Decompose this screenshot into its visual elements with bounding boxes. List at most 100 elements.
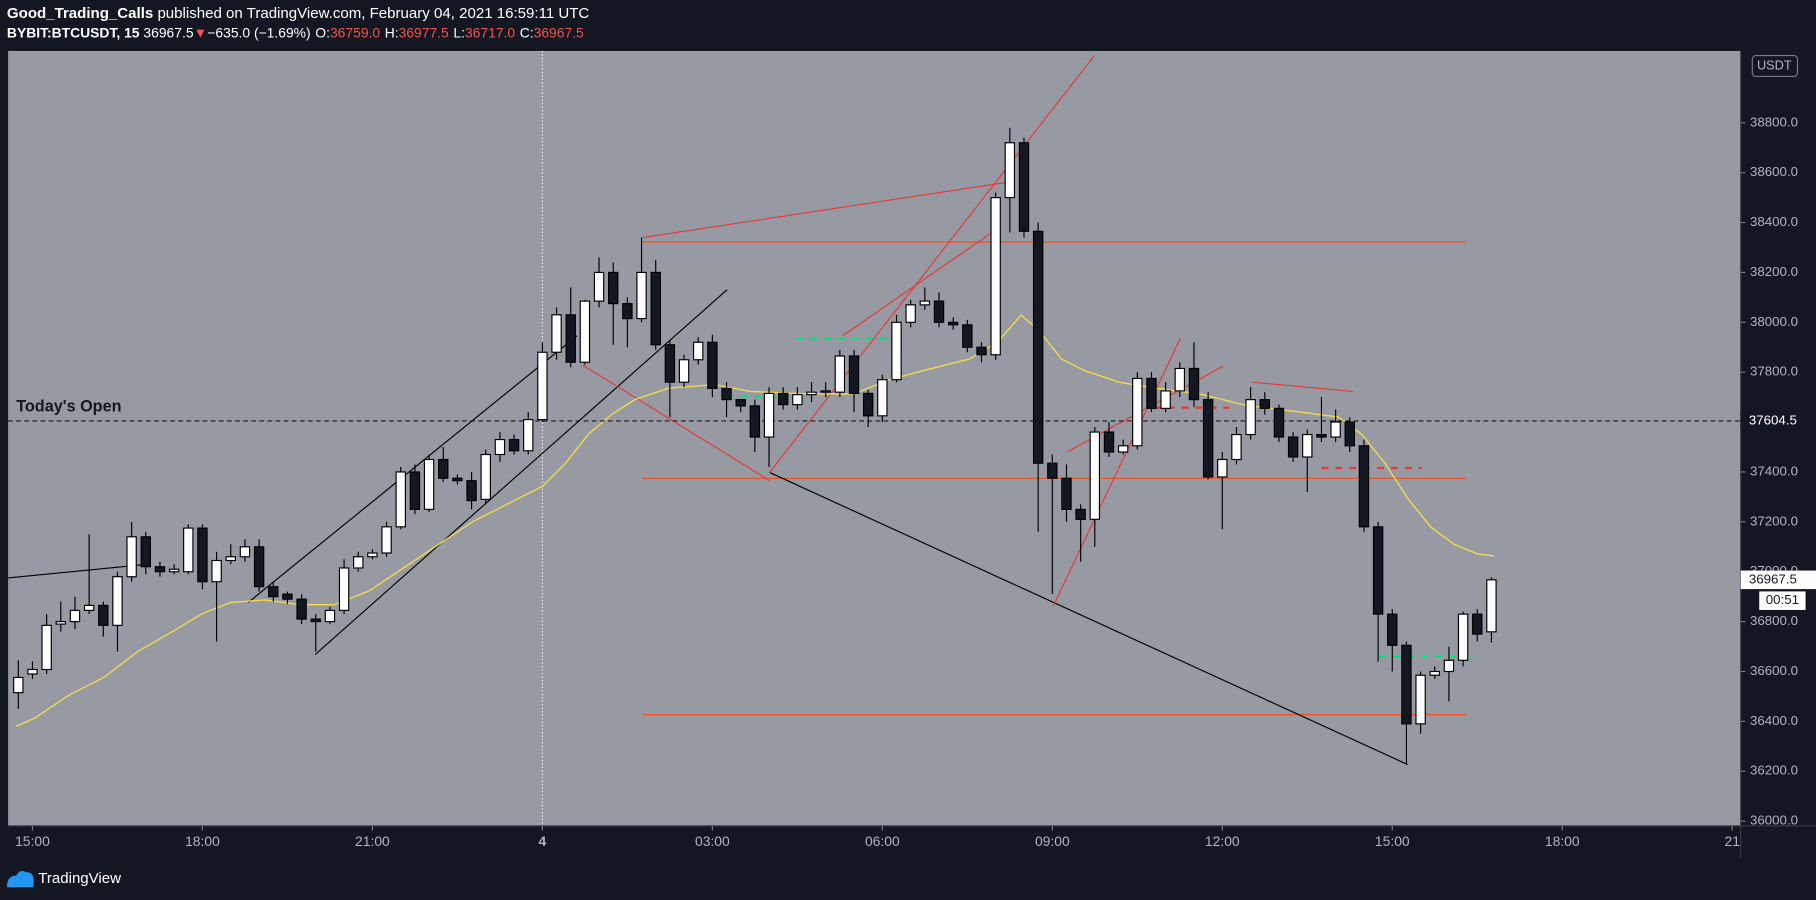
- candle-body: [749, 405, 761, 438]
- candle-body: [664, 344, 676, 383]
- candle-body: [367, 552, 378, 558]
- candle-body: [593, 271, 605, 302]
- candle-body: [98, 604, 109, 626]
- candle-body: [636, 271, 647, 320]
- x-tick-label: 15:00: [15, 833, 50, 849]
- candle-body: [239, 546, 251, 558]
- ohlc-label: L:: [453, 24, 465, 40]
- y-tick-label: 37800.0: [1750, 364, 1798, 379]
- trend-line: [1052, 338, 1181, 607]
- candle-body: [126, 536, 137, 578]
- countdown: 00:51: [1766, 592, 1799, 607]
- y-tick-label: 38400.0: [1750, 214, 1798, 229]
- candle-body: [735, 399, 746, 407]
- plot: [8, 50, 1741, 826]
- y-tick-label: 37400.0: [1750, 463, 1798, 478]
- candle-body: [27, 668, 38, 675]
- y-tick-label: 38600.0: [1750, 164, 1798, 179]
- candle-body: [990, 197, 1001, 356]
- candle-body: [1061, 477, 1072, 510]
- candle-body: [1231, 433, 1242, 461]
- y-tick-label: 36200.0: [1750, 763, 1798, 778]
- candle-body: [862, 392, 874, 417]
- candle-body: [692, 341, 704, 361]
- candle-body: [777, 392, 789, 406]
- candle-body: [1132, 377, 1143, 447]
- ohlc-label: O:: [315, 24, 330, 40]
- y-tick-label: 38000.0: [1750, 314, 1798, 329]
- x-tick-label: 18:00: [1545, 833, 1580, 849]
- candle-body: [763, 392, 775, 438]
- candle-body: [792, 394, 803, 406]
- header-line-1: Good_Trading_Calls published on TradingV…: [7, 5, 589, 22]
- candle-body: [1202, 399, 1214, 478]
- candle-body: [1047, 462, 1058, 479]
- candle-body: [55, 621, 67, 625]
- candle-body: [13, 676, 24, 694]
- candle-body: [494, 438, 506, 456]
- brand-logo: TradingView: [6, 870, 121, 888]
- candle-body: [1287, 436, 1299, 458]
- candle-body: [1117, 445, 1129, 453]
- brand: TradingView: [38, 870, 121, 887]
- candle-body: [820, 390, 831, 393]
- y-tick-label: 36000.0: [1750, 813, 1798, 828]
- trend-line: [842, 227, 999, 337]
- candle-body: [438, 458, 449, 479]
- candle-body: [310, 618, 321, 623]
- candle-body: [1103, 431, 1115, 453]
- ohlc-value: 36967.5: [534, 24, 584, 40]
- x-tick-label: 4: [539, 833, 547, 849]
- todays-open-price: 37604.5: [1749, 412, 1797, 427]
- candle-body: [395, 471, 406, 528]
- trend-line: [247, 335, 578, 603]
- x-tick-label: 21: [1725, 833, 1741, 849]
- plot-area: [8, 50, 1741, 826]
- currency: USDT: [1757, 57, 1792, 72]
- trend-line: [769, 471, 1408, 766]
- candle-body: [707, 341, 718, 389]
- todays-open-badge: [1740, 411, 1816, 431]
- candle-body: [1358, 445, 1370, 528]
- candle-body: [508, 438, 520, 452]
- candle-body: [834, 355, 846, 393]
- y-tick-label: 36600.0: [1750, 663, 1798, 678]
- candle-body: [381, 526, 392, 554]
- x-tick-label: 21:00: [355, 833, 390, 849]
- candle-body: [1160, 390, 1171, 409]
- candle-body: [1443, 659, 1455, 673]
- last: 36967.5: [143, 24, 193, 40]
- ohlc-value: 36759.0: [330, 24, 380, 40]
- y-tick-label: 37200.0: [1750, 513, 1798, 528]
- y-tick-label: 38800.0: [1750, 114, 1798, 129]
- candle-body: [197, 527, 208, 583]
- candle-body: [962, 324, 973, 348]
- y-tick-label: 36400.0: [1750, 713, 1798, 728]
- candle-body: [650, 271, 661, 346]
- candle-body: [1018, 142, 1030, 232]
- trend-line: [582, 364, 770, 482]
- candle-body: [423, 458, 435, 510]
- candle-body: [1075, 508, 1086, 520]
- ohlc: O:36759.0 H:36977.5 L:36717.0 C:36967.5: [315, 24, 584, 40]
- candle-body: [466, 480, 477, 502]
- trend-line: [642, 181, 1010, 239]
- candle-body: [353, 556, 364, 569]
- candle-body: [947, 321, 959, 326]
- candle-body: [1174, 367, 1186, 392]
- candle-body: [1032, 230, 1044, 464]
- last-price-badge: [1740, 570, 1816, 590]
- candle-body: [41, 624, 52, 671]
- candle-body: [112, 576, 123, 626]
- candle-body: [1316, 433, 1327, 438]
- arrow: ▼: [194, 24, 208, 40]
- candle-body: [154, 566, 166, 573]
- candle-body: [678, 359, 690, 383]
- candle-body: [69, 609, 81, 623]
- candle-body: [1344, 421, 1355, 447]
- candle-body: [565, 314, 576, 363]
- candle-body: [168, 568, 180, 573]
- ohlc-label: C:: [520, 24, 534, 40]
